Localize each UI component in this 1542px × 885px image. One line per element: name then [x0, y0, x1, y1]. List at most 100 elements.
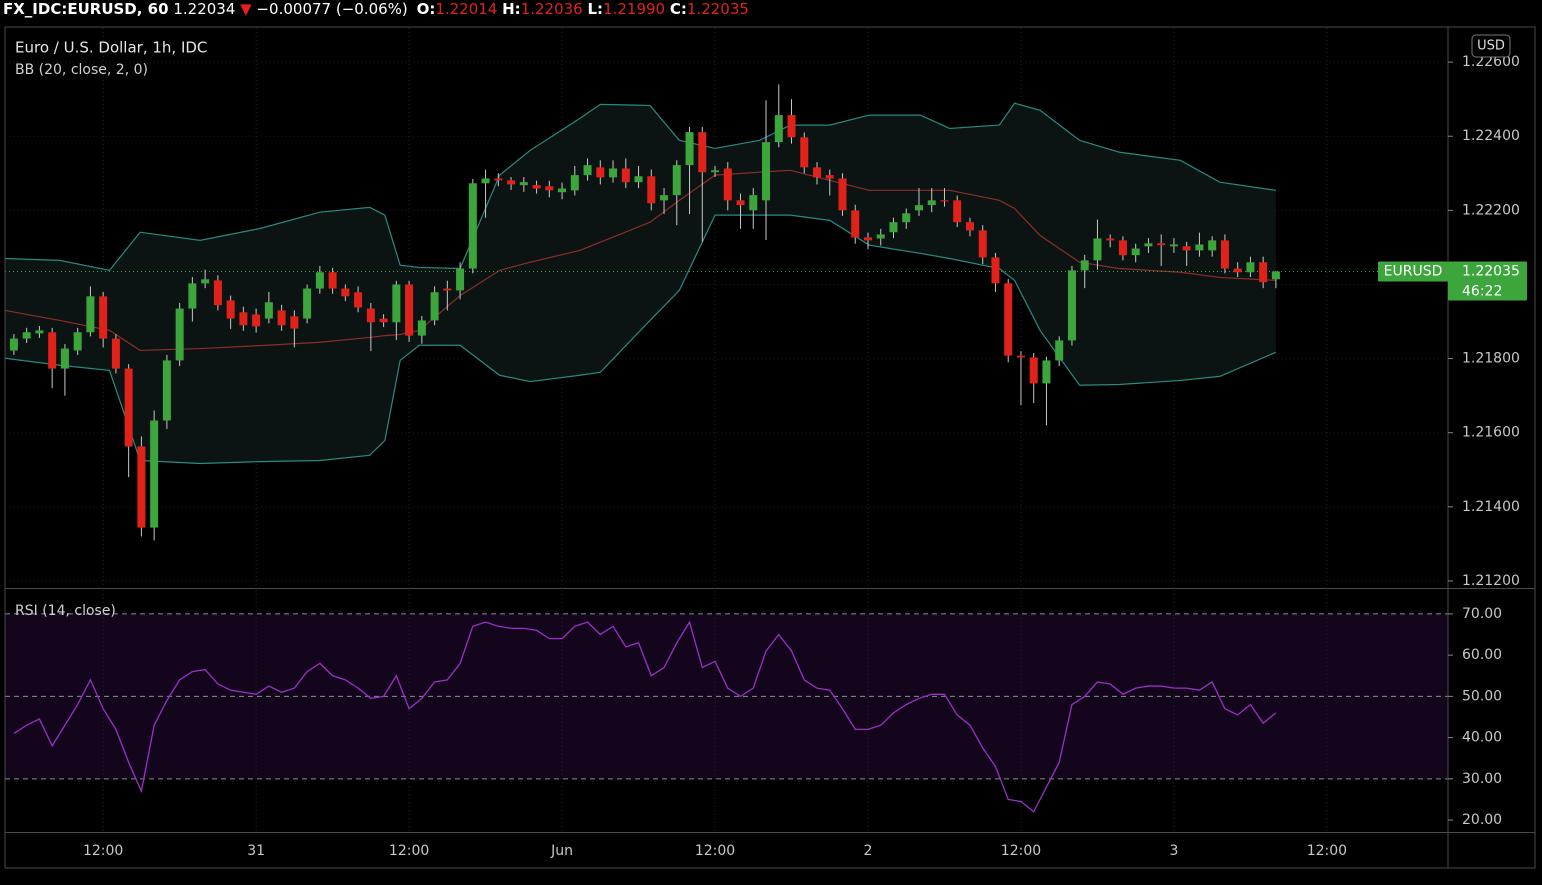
last-price: 1.22034 [173, 0, 235, 18]
candle-body [1042, 360, 1051, 384]
x-tick-label: 12:00 [695, 843, 735, 859]
candle-body [723, 168, 732, 201]
candle-body [1246, 262, 1255, 273]
candle-body [1157, 243, 1166, 246]
candle-body [991, 257, 1000, 284]
candle-body [621, 168, 630, 183]
y-tick-label: 1.22200 [1462, 202, 1520, 218]
candle-body [1208, 240, 1217, 251]
candle-body [800, 137, 809, 168]
change: −0.00077 (−0.06%) [256, 0, 407, 18]
candle-body [863, 237, 872, 241]
last-price-name: EURUSD [1384, 263, 1443, 279]
candle-body [392, 284, 401, 323]
plot-layer [4, 28, 1448, 832]
currency-box [1471, 34, 1511, 58]
y-tick-label: 1.21200 [1462, 573, 1520, 589]
candle-body [341, 288, 350, 297]
symbol: FX_IDC:EURUSD, 60 [3, 0, 169, 18]
band-upper [4, 102, 1276, 272]
candle-body [1182, 246, 1191, 251]
candle-body [596, 167, 605, 178]
candle-body [1118, 240, 1127, 256]
candle-body [111, 338, 120, 369]
candle-body [774, 115, 783, 143]
candle-body [825, 175, 834, 179]
candle-body [150, 420, 159, 528]
candle-body [99, 296, 108, 339]
ohlc-label: C: [670, 0, 687, 18]
ohlc-label: O: [417, 0, 436, 18]
candle-body [1055, 340, 1064, 361]
candle-body [838, 178, 847, 211]
y-tick-label: 30.00 [1462, 771, 1502, 787]
candle-body [48, 332, 57, 369]
candle-body [1067, 270, 1076, 341]
candle-body [953, 200, 962, 223]
candle-body [787, 115, 796, 138]
last-price-value: 1.22035 [1462, 263, 1520, 279]
candle-body [175, 308, 184, 361]
x-tick-label: 31 [247, 843, 265, 859]
candle-body [481, 178, 490, 184]
candle-body [634, 176, 643, 183]
chart-title: Euro / U.S. Dollar, 1h, IDC [15, 39, 207, 57]
x-tick-label: 12:00 [1307, 843, 1347, 859]
candle-body [366, 308, 375, 323]
y-tick-label: 50.00 [1462, 688, 1502, 704]
candle-body [1004, 283, 1013, 356]
last-price-name-box [1378, 261, 1448, 282]
candle-body [1220, 240, 1229, 269]
candle-body [73, 332, 82, 351]
y-tick-label: 1.22600 [1462, 54, 1520, 70]
candle-body [405, 284, 414, 336]
ohlc-value: 1.21990 [603, 0, 665, 18]
candle-body [468, 183, 477, 269]
candle-body [226, 300, 235, 319]
ohlc-value: 1.22036 [521, 0, 583, 18]
candle-body [545, 186, 554, 191]
candle-body [124, 368, 133, 447]
band-middle [4, 169, 1276, 352]
candle-body [1106, 238, 1115, 241]
candle-body [927, 200, 936, 206]
y-tick-label: 1.21800 [1462, 351, 1520, 367]
candle-body [277, 310, 286, 326]
candle-body [1144, 243, 1153, 247]
candle-body [660, 195, 669, 201]
candle-body [213, 280, 222, 306]
candle-body [188, 283, 197, 309]
candle-body [1259, 262, 1268, 283]
rsi-line [13, 620, 1277, 813]
candle-body [1271, 271, 1280, 280]
candle-body [1233, 268, 1242, 273]
candle-body [583, 165, 592, 176]
candle-body [876, 234, 885, 239]
candle-body [1195, 244, 1204, 251]
candle-body [851, 210, 860, 238]
y-tick-label: 60.00 [1462, 647, 1502, 663]
candle-body [1093, 238, 1102, 261]
y-tick-label: 20.00 [1462, 812, 1502, 828]
candle-body [239, 312, 248, 326]
band-lower [4, 214, 1277, 465]
candle-body [914, 205, 923, 211]
candle-body [647, 176, 656, 204]
x-tick-label: 12:00 [389, 843, 429, 859]
candle-body [35, 330, 44, 334]
candle-body [978, 230, 987, 258]
y-tick-label: 40.00 [1462, 730, 1502, 746]
x-tick-label: Jun [550, 843, 573, 859]
ohlc-label: L: [588, 0, 604, 18]
countdown: 46:22 [1462, 283, 1502, 299]
candle-body [762, 142, 771, 201]
candle-body [252, 314, 261, 327]
candle-body [315, 272, 324, 289]
candle-body [1131, 248, 1140, 256]
candle-body [532, 185, 541, 189]
candle-body [672, 165, 681, 196]
candle-body [22, 332, 31, 339]
indicator-legend: BB (20, close, 2, 0) [15, 62, 148, 78]
